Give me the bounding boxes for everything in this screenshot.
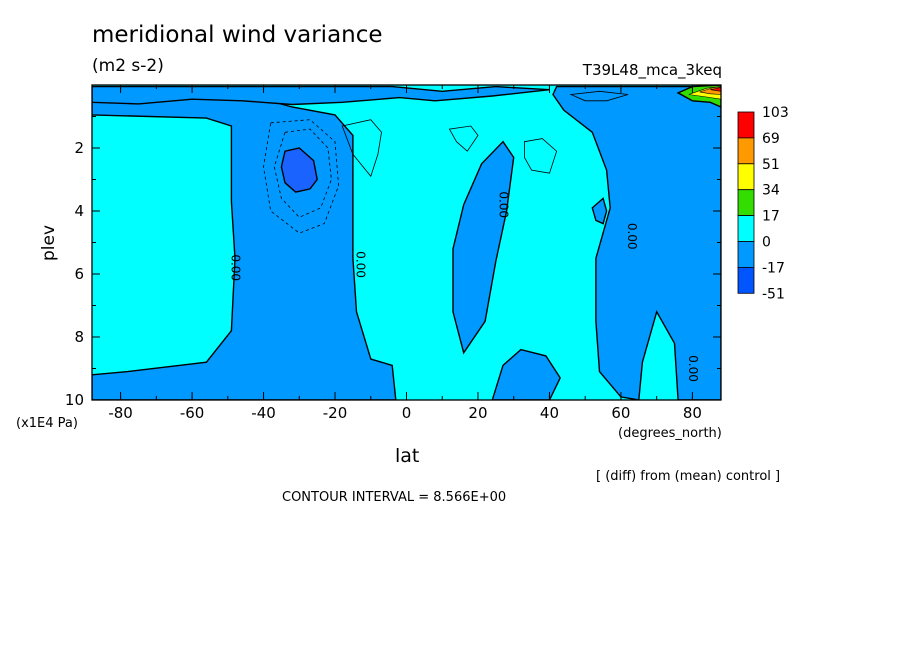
x-unit-label: (degrees_north) xyxy=(618,426,722,441)
legend-swatch xyxy=(737,241,755,268)
legend-level-label: 51 xyxy=(762,157,780,173)
zero-contour-label: 0.00 xyxy=(354,251,368,278)
y-tick-label: 2 xyxy=(74,139,84,157)
thin-contour xyxy=(448,125,479,152)
contour-top-strip-negative xyxy=(92,85,550,106)
contour-polar-vortex-core xyxy=(280,147,318,193)
thin-contour xyxy=(263,119,340,234)
run-label: T39L48_mca_3keq xyxy=(582,61,722,79)
chart-title: meridional wind variance xyxy=(92,22,383,48)
zero-contour-label: 0.00 xyxy=(496,191,510,218)
x-tick-label: 40 xyxy=(540,404,559,422)
legend-level-label: -17 xyxy=(762,260,785,276)
legend-swatch xyxy=(737,215,755,242)
legend-level-label: 69 xyxy=(762,131,780,147)
x-tick-label: -20 xyxy=(323,404,348,422)
legend-swatch xyxy=(737,137,755,165)
thin-contour xyxy=(569,90,629,102)
y-tick-label: 10 xyxy=(65,391,84,409)
legend-level-label: 0 xyxy=(762,235,771,251)
x-tick-label: -80 xyxy=(108,404,133,422)
thin-contour xyxy=(341,119,382,178)
thin-contour xyxy=(524,138,558,174)
comparison-note: [ (diff) from (mean) control ] xyxy=(596,469,781,484)
zero-contour-label: 0.00 xyxy=(625,223,639,250)
contour-central-negative-tongue xyxy=(452,140,515,355)
zero-contour-label: 0.00 xyxy=(686,355,700,382)
x-tick-label: -40 xyxy=(251,404,276,422)
legend-level-label: -51 xyxy=(762,286,785,302)
chart-units: (m2 s-2) xyxy=(92,56,164,76)
legend-swatch xyxy=(737,189,755,216)
legend-level-label: 17 xyxy=(762,209,780,225)
x-tick-label: 80 xyxy=(683,404,702,422)
legend-swatch xyxy=(737,163,755,191)
x-axis-label: lat xyxy=(395,445,420,467)
y-unit-label: (x1E4 Pa) xyxy=(16,416,78,431)
y-tick-label: 4 xyxy=(74,202,84,220)
x-tick-label: -60 xyxy=(180,404,205,422)
legend-level-label: 103 xyxy=(762,105,789,121)
y-axis-label: plev xyxy=(39,225,59,261)
contour-southern-negative-lobe xyxy=(92,89,397,400)
x-tick-label: 60 xyxy=(611,404,630,422)
x-tick-label: 20 xyxy=(468,404,487,422)
contour-eastern-negative-region xyxy=(552,85,721,400)
positive-band xyxy=(710,87,721,92)
zero-contour-label: 0.00 xyxy=(228,254,242,281)
legend-swatch xyxy=(737,266,755,294)
y-tick-label: 8 xyxy=(74,328,84,346)
legend-level-label: 34 xyxy=(762,183,780,199)
y-tick-label: 6 xyxy=(74,265,84,283)
contour-lower-negative-lobe xyxy=(491,348,562,400)
contour-interval: CONTOUR INTERVAL = 8.566E+00 xyxy=(282,490,507,505)
contour-small-negative-patch xyxy=(591,197,608,225)
legend-swatch xyxy=(737,111,755,139)
x-tick-label: 0 xyxy=(402,404,412,422)
